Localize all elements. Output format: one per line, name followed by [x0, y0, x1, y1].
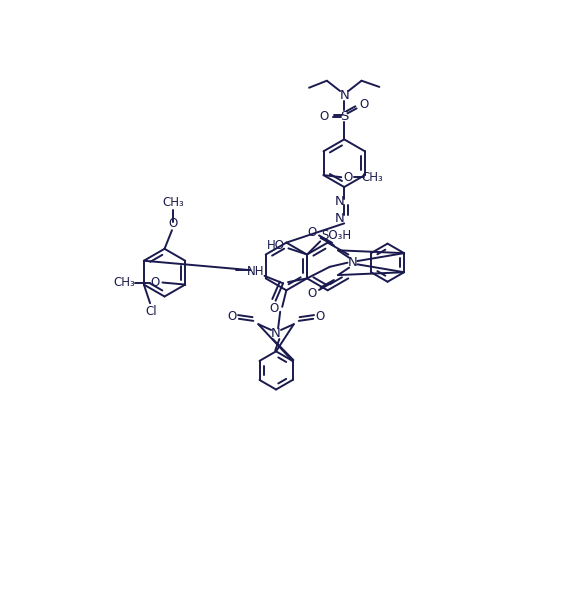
Text: N: N: [347, 256, 357, 269]
Text: O: O: [270, 302, 279, 316]
Text: O: O: [308, 287, 317, 300]
Text: N: N: [334, 195, 344, 208]
Text: O: O: [359, 98, 368, 111]
Text: O: O: [308, 226, 317, 238]
Text: O: O: [319, 110, 328, 123]
Text: O: O: [227, 310, 236, 323]
Text: O: O: [151, 276, 160, 289]
Text: O: O: [168, 217, 177, 229]
Text: CH₃: CH₃: [113, 276, 135, 289]
Text: SO₃H: SO₃H: [322, 229, 352, 243]
Text: CH₃: CH₃: [162, 196, 184, 209]
Text: O: O: [315, 310, 325, 323]
Text: S: S: [340, 110, 349, 123]
Text: O: O: [344, 171, 353, 184]
Text: N: N: [339, 89, 349, 102]
Text: N: N: [334, 212, 344, 225]
Text: NH: NH: [247, 265, 264, 279]
Text: HO: HO: [267, 239, 285, 252]
Text: N: N: [271, 327, 281, 340]
Text: CH₃: CH₃: [361, 171, 383, 184]
Text: Cl: Cl: [145, 305, 157, 318]
